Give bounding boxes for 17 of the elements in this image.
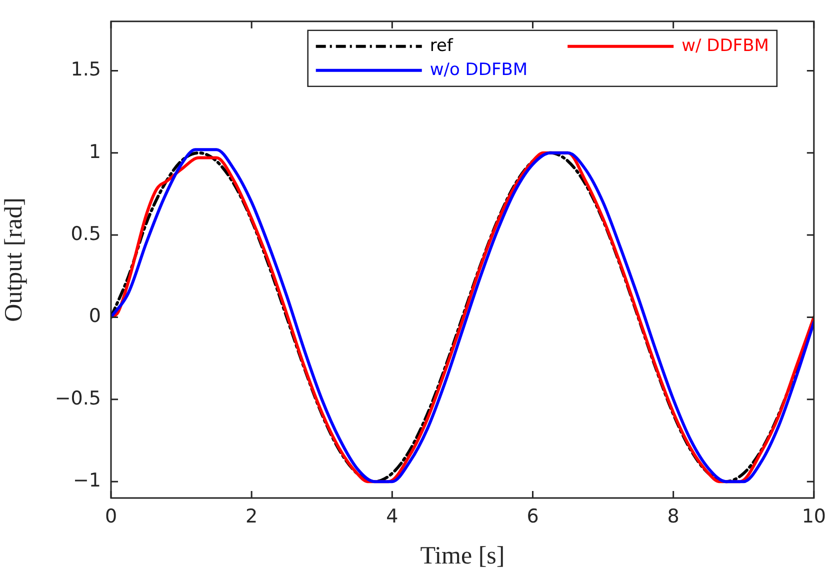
text: w/o DDFBM — [430, 60, 528, 80]
x-axis-title: Time [s] — [420, 542, 505, 570]
y-tick-label: −0.5 — [54, 387, 101, 410]
text: w/ DDFBM — [682, 36, 769, 56]
text: ref — [430, 36, 454, 56]
y-tick-label: −1 — [72, 470, 101, 492]
x-tick-label: 0 — [104, 505, 118, 528]
x-tick-label: 10 — [802, 505, 826, 528]
y-axis-title: Output [rad] — [0, 198, 28, 322]
x-tick-label: 2 — [246, 505, 258, 528]
y-tick-label: 0.5 — [70, 222, 101, 245]
y-tick-label: 0 — [88, 305, 101, 328]
y-tick-label: 1 — [88, 140, 101, 163]
x-tick-label: 8 — [667, 505, 680, 528]
x-tick-label: 6 — [526, 505, 539, 528]
x-tick-label: 4 — [386, 505, 398, 528]
y-tick-label: 1.5 — [70, 58, 101, 81]
